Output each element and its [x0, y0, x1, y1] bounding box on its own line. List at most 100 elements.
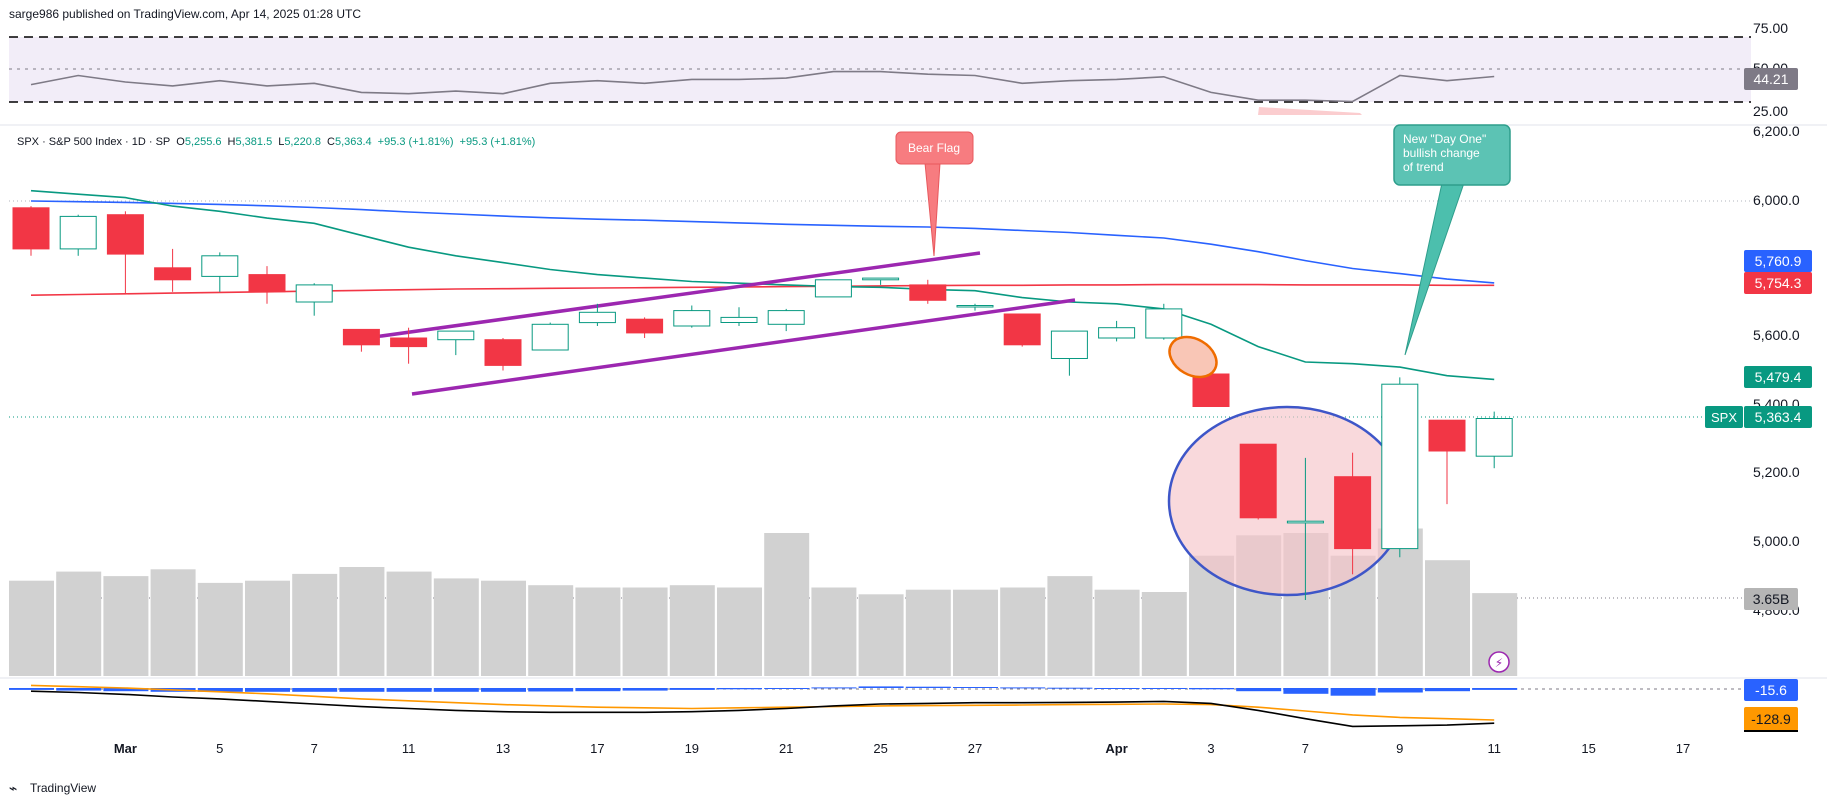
lightning-glyph: ⚡ [1495, 656, 1503, 670]
legend-high: 5,381.5 [235, 136, 272, 148]
volume-bar [292, 573, 338, 676]
candle-body [154, 267, 192, 281]
candle [626, 317, 664, 338]
candle [12, 206, 50, 256]
macd-signal-line [30, 684, 1495, 721]
candle-body [59, 215, 97, 250]
candle [862, 277, 900, 285]
x-tick-label: 27 [968, 741, 982, 756]
volume-bar [339, 567, 385, 676]
ohlc-legend: SPX · S&P 500 Index · 1D · SP O5,255.6 H5,… [17, 136, 535, 148]
lightning-icon[interactable] [1488, 651, 1510, 673]
sma200-badge [1744, 272, 1812, 294]
x-tick-label: 11 [1487, 741, 1501, 756]
sma20-badge [1744, 366, 1812, 388]
volume-bar [811, 587, 857, 676]
bear-flag-callout[interactable]: Bear Flag [895, 131, 974, 257]
x-tick-label: 3 [1207, 741, 1214, 756]
legend-symbol: SPX · S&P 500 Index · 1D · SP [17, 136, 170, 148]
macd-line [30, 690, 1495, 728]
macd-histogram [9, 686, 1518, 696]
candle-body [1050, 330, 1088, 360]
sma50-line [30, 200, 1495, 284]
macd-hist-bar [1141, 688, 1187, 689]
candle-body [248, 274, 286, 293]
price-tick-5600: 5,600.0 [1753, 327, 1800, 343]
candle-body [12, 207, 50, 250]
macd-hist-bar [1189, 688, 1234, 690]
legend-open: 5,255.6 [185, 136, 222, 148]
price-tick-6200: 6,200.0 [1753, 123, 1800, 139]
candle [1192, 373, 1230, 407]
candle-body [814, 279, 852, 298]
candle [1145, 303, 1183, 340]
macd-hist-bar [1094, 688, 1140, 689]
price-pane[interactable]: Bear Flag New "Day One" bullish change o… [9, 123, 1812, 676]
tradingview-logo[interactable]: ⌁ TradingView [9, 780, 96, 796]
macd-badge [1744, 679, 1798, 701]
day-one-text-2: bullish change [1403, 146, 1480, 160]
candle [437, 330, 475, 356]
volume-bar [150, 569, 196, 676]
x-tick-label: 21 [779, 741, 793, 756]
published-by-label: sarge986 published on TradingView.com, A… [9, 7, 361, 21]
x-tick-label: 11 [402, 741, 416, 756]
x-tick-label: 13 [496, 741, 510, 756]
candle [1475, 411, 1513, 469]
price-tick-5200: 5,200.0 [1753, 464, 1800, 480]
signal-badge [1744, 707, 1798, 731]
day-one-callout[interactable]: New "Day One" bullish change of trend [1393, 124, 1511, 356]
candle-body [1286, 520, 1324, 524]
candle [342, 328, 380, 352]
legend-l-label: L [278, 136, 284, 148]
candle-body [1381, 383, 1419, 550]
x-tick-label: 15 [1581, 741, 1595, 756]
macd-hist-bar [56, 688, 102, 691]
macd-hist-bar [1330, 688, 1376, 696]
x-tick-label: 17 [1676, 741, 1690, 756]
macd-pane[interactable]: -15.6 -128.9 [9, 679, 1798, 732]
tradingview-brand: TradingView [30, 781, 96, 795]
macd-hist-bar [245, 688, 290, 692]
rsi-oversold-fill [1258, 107, 1362, 115]
candle-body [720, 316, 758, 323]
candle [154, 248, 192, 292]
macd-hist-bar [1236, 688, 1282, 692]
rsi-pane[interactable]: 75.00 50.00 25.00 44.21 [9, 20, 1798, 119]
candle-body [1475, 418, 1513, 457]
x-axis[interactable]: Mar 5 7 11 13 17 19 21 25 27 Apr 3 7 9 11 15 17 [114, 741, 1690, 756]
x-tick-label: Apr [1105, 741, 1127, 756]
candle [201, 252, 239, 292]
candle-body [767, 310, 805, 325]
volume-bar [56, 571, 102, 676]
macd-hist-bar [953, 687, 998, 688]
candle-body [1003, 313, 1041, 346]
candle-body [862, 277, 900, 281]
sma50-badge-value: 5,760.9 [1755, 253, 1802, 269]
macd-hist-bar [339, 688, 385, 692]
price-badge [1744, 406, 1812, 428]
volume-badge-value: 3.65B [1753, 591, 1790, 607]
volume-bar [953, 589, 998, 676]
candle-body [1192, 373, 1230, 407]
macd-hist-bar [1283, 688, 1329, 694]
macd-hist-bar [717, 688, 762, 690]
rsi-last-badge [1744, 68, 1798, 90]
volume-bar [858, 594, 904, 676]
candles [12, 206, 1513, 600]
bear-flag-box [895, 131, 974, 165]
candle [1050, 330, 1088, 376]
bear-flag-upper-line [366, 251, 981, 340]
tradingview-logo-icon: ⌁ [9, 780, 17, 796]
macd-hist-bar [292, 688, 338, 692]
rsi-last-value: 44.21 [1753, 71, 1788, 87]
candle-body [1428, 419, 1466, 452]
candle-body [201, 255, 239, 277]
volume-bar [1094, 589, 1140, 676]
volume-bar [575, 587, 621, 676]
rsi-tick-25: 25.00 [1753, 103, 1788, 119]
volume-bar [669, 585, 715, 676]
candle-body [1334, 476, 1372, 550]
macd-hist-bar [386, 688, 432, 692]
